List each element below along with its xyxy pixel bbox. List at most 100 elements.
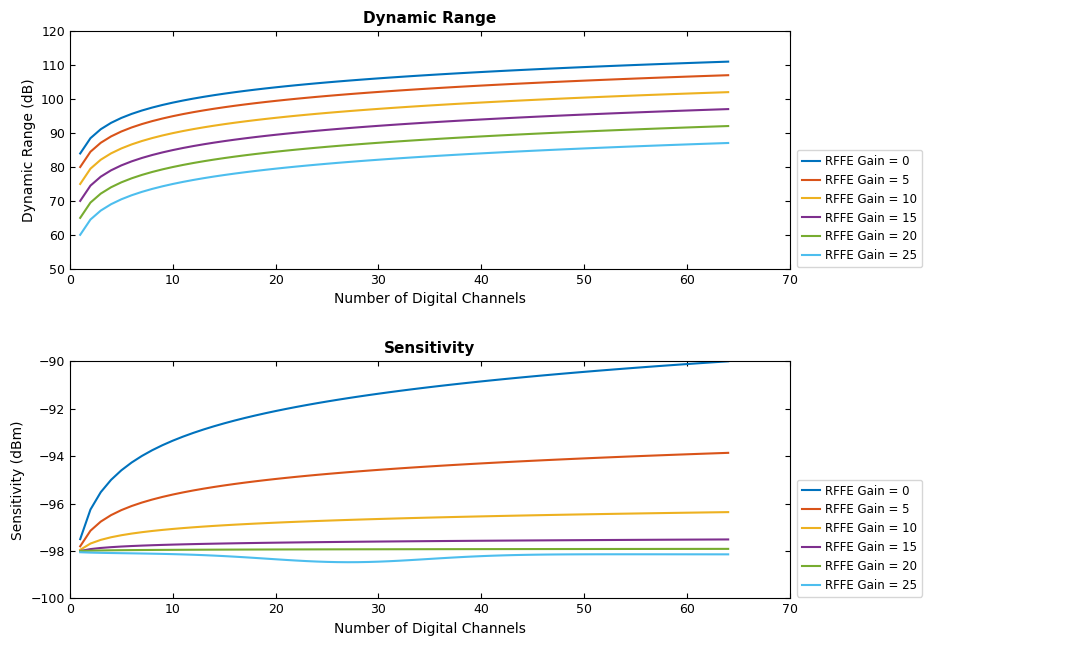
RFFE Gain = 10 bbox=[74, 546, 87, 554]
RFFE Gain = 5 bbox=[74, 542, 87, 550]
RFFE Gain = 20 bbox=[485, 545, 498, 553]
RFFE Gain = 10 bbox=[722, 509, 735, 516]
RFFE Gain = 5 bbox=[156, 493, 169, 501]
RFFE Gain = 15 bbox=[393, 538, 406, 545]
Line: RFFE Gain = 25: RFFE Gain = 25 bbox=[81, 143, 728, 235]
Title: Sensitivity: Sensitivity bbox=[384, 341, 476, 356]
RFFE Gain = 10 bbox=[434, 101, 447, 109]
RFFE Gain = 0 bbox=[393, 73, 406, 81]
Line: RFFE Gain = 5: RFFE Gain = 5 bbox=[81, 75, 728, 167]
Y-axis label: Dynamic Range (dB): Dynamic Range (dB) bbox=[21, 78, 35, 222]
RFFE Gain = 20 bbox=[74, 547, 87, 555]
RFFE Gain = 20 bbox=[485, 132, 498, 140]
RFFE Gain = 15 bbox=[485, 115, 498, 123]
RFFE Gain = 5 bbox=[342, 468, 354, 476]
X-axis label: Number of Digital Channels: Number of Digital Channels bbox=[334, 622, 526, 636]
RFFE Gain = 5 bbox=[495, 459, 508, 466]
RFFE Gain = 25 bbox=[156, 550, 169, 558]
RFFE Gain = 20 bbox=[434, 135, 447, 142]
RFFE Gain = 20 bbox=[393, 545, 406, 553]
RFFE Gain = 25 bbox=[444, 554, 456, 562]
RFFE Gain = 20 bbox=[156, 166, 169, 173]
RFFE Gain = 0 bbox=[393, 387, 406, 395]
RFFE Gain = 15 bbox=[74, 197, 87, 205]
RFFE Gain = 20 bbox=[156, 546, 169, 554]
Line: RFFE Gain = 10: RFFE Gain = 10 bbox=[81, 512, 728, 550]
RFFE Gain = 0 bbox=[434, 382, 447, 389]
RFFE Gain = 25 bbox=[434, 152, 447, 160]
RFFE Gain = 5 bbox=[495, 81, 508, 89]
RFFE Gain = 15 bbox=[485, 537, 498, 545]
RFFE Gain = 10 bbox=[434, 514, 447, 521]
RFFE Gain = 25 bbox=[342, 158, 354, 166]
RFFE Gain = 5 bbox=[74, 163, 87, 171]
RFFE Gain = 0 bbox=[495, 375, 508, 383]
RFFE Gain = 10 bbox=[495, 98, 508, 105]
RFFE Gain = 0 bbox=[342, 77, 354, 85]
RFFE Gain = 25 bbox=[495, 551, 508, 559]
RFFE Gain = 20 bbox=[434, 545, 447, 553]
RFFE Gain = 20 bbox=[722, 122, 735, 130]
Line: RFFE Gain = 0: RFFE Gain = 0 bbox=[81, 61, 728, 153]
RFFE Gain = 15 bbox=[434, 118, 447, 126]
Y-axis label: Sensitivity (dBm): Sensitivity (dBm) bbox=[11, 420, 25, 540]
RFFE Gain = 20 bbox=[74, 214, 87, 222]
RFFE Gain = 10 bbox=[393, 514, 406, 522]
RFFE Gain = 25 bbox=[722, 551, 735, 558]
Line: RFFE Gain = 5: RFFE Gain = 5 bbox=[81, 453, 728, 546]
RFFE Gain = 5 bbox=[393, 465, 406, 472]
RFFE Gain = 25 bbox=[506, 551, 519, 559]
Line: RFFE Gain = 15: RFFE Gain = 15 bbox=[81, 540, 728, 551]
RFFE Gain = 20 bbox=[722, 545, 735, 553]
RFFE Gain = 20 bbox=[393, 137, 406, 145]
RFFE Gain = 20 bbox=[495, 131, 508, 139]
RFFE Gain = 15 bbox=[342, 538, 354, 545]
RFFE Gain = 25 bbox=[156, 182, 169, 190]
RFFE Gain = 0 bbox=[722, 58, 735, 65]
RFFE Gain = 25 bbox=[342, 558, 354, 566]
RFFE Gain = 25 bbox=[74, 549, 87, 556]
RFFE Gain = 10 bbox=[393, 104, 406, 111]
RFFE Gain = 0 bbox=[156, 441, 169, 449]
RFFE Gain = 5 bbox=[485, 459, 498, 466]
RFFE Gain = 0 bbox=[156, 101, 169, 109]
RFFE Gain = 0 bbox=[342, 394, 354, 402]
RFFE Gain = 10 bbox=[156, 131, 169, 139]
RFFE Gain = 5 bbox=[485, 81, 498, 89]
Line: RFFE Gain = 15: RFFE Gain = 15 bbox=[81, 109, 728, 201]
RFFE Gain = 15 bbox=[722, 105, 735, 113]
RFFE Gain = 5 bbox=[722, 449, 735, 457]
RFFE Gain = 10 bbox=[74, 180, 87, 188]
RFFE Gain = 0 bbox=[434, 71, 447, 78]
RFFE Gain = 25 bbox=[393, 155, 406, 162]
RFFE Gain = 15 bbox=[495, 537, 508, 545]
RFFE Gain = 25 bbox=[403, 556, 416, 564]
Legend: RFFE Gain = 0, RFFE Gain = 5, RFFE Gain = 10, RFFE Gain = 15, RFFE Gain = 20, RF: RFFE Gain = 0, RFFE Gain = 5, RFFE Gain … bbox=[797, 150, 923, 267]
RFFE Gain = 5 bbox=[434, 462, 447, 470]
RFFE Gain = 20 bbox=[342, 141, 354, 149]
Line: RFFE Gain = 20: RFFE Gain = 20 bbox=[81, 126, 728, 218]
RFFE Gain = 5 bbox=[342, 91, 354, 98]
Line: RFFE Gain = 10: RFFE Gain = 10 bbox=[81, 92, 728, 184]
X-axis label: Number of Digital Channels: Number of Digital Channels bbox=[334, 292, 526, 306]
RFFE Gain = 5 bbox=[393, 87, 406, 94]
RFFE Gain = 0 bbox=[485, 377, 498, 384]
RFFE Gain = 5 bbox=[156, 115, 169, 122]
RFFE Gain = 25 bbox=[495, 148, 508, 156]
RFFE Gain = 15 bbox=[342, 124, 354, 132]
Line: RFFE Gain = 20: RFFE Gain = 20 bbox=[81, 549, 728, 551]
RFFE Gain = 0 bbox=[74, 149, 87, 157]
RFFE Gain = 0 bbox=[495, 67, 508, 75]
RFFE Gain = 15 bbox=[495, 115, 508, 122]
Line: RFFE Gain = 25: RFFE Gain = 25 bbox=[81, 553, 728, 562]
RFFE Gain = 10 bbox=[495, 512, 508, 520]
RFFE Gain = 25 bbox=[722, 139, 735, 147]
RFFE Gain = 20 bbox=[342, 545, 354, 553]
RFFE Gain = 10 bbox=[722, 88, 735, 96]
RFFE Gain = 25 bbox=[74, 231, 87, 239]
RFFE Gain = 15 bbox=[156, 541, 169, 549]
Title: Dynamic Range: Dynamic Range bbox=[363, 11, 496, 26]
RFFE Gain = 25 bbox=[485, 149, 498, 157]
RFFE Gain = 10 bbox=[485, 98, 498, 106]
RFFE Gain = 15 bbox=[156, 149, 169, 157]
